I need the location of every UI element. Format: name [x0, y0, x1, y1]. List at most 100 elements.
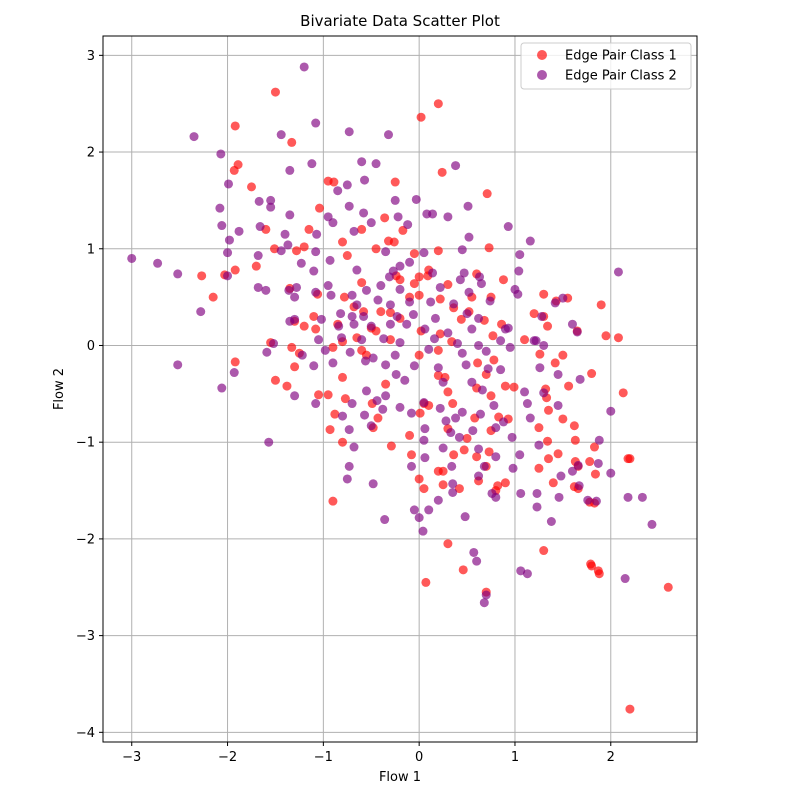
scatter-point — [384, 272, 394, 282]
scatter-point — [334, 321, 344, 331]
scatter-point — [373, 413, 383, 423]
scatter-point — [573, 460, 583, 470]
scatter-point — [515, 450, 525, 460]
scatter-point — [539, 388, 549, 398]
scatter-point — [409, 249, 419, 259]
legend-label-class-1: Edge Pair Class 1 — [565, 49, 677, 64]
scatter-point — [535, 349, 545, 359]
scatter-point — [613, 333, 623, 343]
scatter-point — [479, 598, 489, 608]
scatter-point — [463, 201, 473, 211]
scatter-point — [197, 271, 207, 281]
scatter-point — [395, 275, 405, 285]
scatter-point — [283, 240, 293, 250]
scatter-point — [414, 513, 424, 523]
scatter-point — [477, 385, 487, 395]
scatter-point — [409, 505, 419, 515]
scatter-point — [372, 396, 382, 406]
scatter-point — [520, 335, 530, 345]
scatter-point — [127, 253, 137, 263]
scatter-point — [623, 492, 633, 502]
scatter-point — [338, 237, 348, 247]
scatter-point — [287, 137, 297, 147]
scatter-point — [368, 353, 378, 363]
scatter-point — [590, 469, 600, 479]
scatter-point — [569, 421, 579, 431]
scatter-point — [449, 299, 459, 309]
scatter-point — [247, 182, 256, 192]
scatter-point — [489, 400, 499, 410]
scatter-point — [255, 222, 265, 232]
scatter-point — [539, 340, 549, 350]
scatter-point — [513, 289, 523, 299]
scatter-point — [403, 220, 413, 230]
y-tick-label: −4 — [76, 726, 95, 741]
scatter-point — [395, 261, 405, 271]
scatter-point — [500, 381, 510, 391]
scatter-point — [314, 335, 324, 345]
scatter-point — [491, 423, 501, 433]
grid-lines — [103, 36, 697, 742]
scatter-point — [352, 265, 362, 275]
y-tick-label: −3 — [76, 629, 95, 644]
scatter-point — [472, 556, 482, 566]
scatter-point — [594, 435, 604, 445]
scatter-point — [496, 365, 506, 375]
scatter-point — [379, 334, 389, 344]
scatter-point — [312, 229, 322, 239]
scatter-point — [391, 369, 401, 379]
x-axis-label: Flow 1 — [379, 770, 421, 785]
scatter-point — [484, 447, 494, 457]
scatter-point — [575, 374, 585, 384]
scatter-point — [297, 350, 307, 360]
scatter-point — [290, 391, 300, 401]
scatter-point — [366, 218, 376, 228]
scatter-point — [550, 358, 560, 368]
scatter-point — [414, 350, 424, 360]
scatter-point — [443, 212, 453, 222]
scatter-point — [433, 495, 443, 505]
scatter-point — [315, 203, 325, 213]
series-class-2 — [127, 62, 657, 608]
scatter-point — [469, 547, 479, 557]
scatter-point — [347, 311, 357, 321]
scatter-point — [323, 281, 333, 291]
scatter-point — [393, 212, 403, 222]
scatter-point — [352, 300, 362, 310]
scatter-point — [428, 268, 438, 278]
legend: Edge Pair Class 1 Edge Pair Class 2 — [520, 42, 692, 90]
scatter-point — [282, 381, 292, 391]
scatter-point — [292, 246, 302, 256]
scatter-point — [515, 250, 525, 260]
legend-marker-class-2 — [537, 70, 547, 80]
scatter-point — [553, 449, 563, 459]
y-tick-label: 0 — [87, 339, 95, 354]
scatter-point — [309, 266, 319, 276]
scatter-point — [371, 159, 381, 169]
scatter-point — [414, 272, 424, 282]
scatter-point — [426, 297, 436, 307]
scatter-point — [290, 362, 300, 372]
scatter-point — [435, 403, 445, 413]
scatter-point — [290, 292, 300, 302]
scatter-point — [328, 342, 338, 352]
scatter-point — [491, 452, 501, 462]
scatter-point — [368, 479, 378, 489]
scatter-point — [330, 409, 340, 419]
scatter-point — [522, 399, 532, 409]
scatter-point — [452, 339, 462, 349]
scatter-point — [437, 167, 447, 177]
scatter-point — [230, 265, 240, 275]
scatter-point — [484, 243, 494, 253]
scatter-point — [529, 336, 539, 346]
scatter-point — [311, 247, 321, 257]
scatter-point — [572, 327, 582, 337]
plot-frame — [102, 35, 698, 743]
scatter-point — [384, 130, 394, 140]
scatter-point — [270, 87, 280, 97]
scatter-point — [424, 505, 434, 515]
scatter-point — [474, 313, 484, 323]
scatter-point — [376, 281, 386, 291]
scatter-point — [438, 443, 448, 453]
scatter-point — [325, 425, 335, 435]
